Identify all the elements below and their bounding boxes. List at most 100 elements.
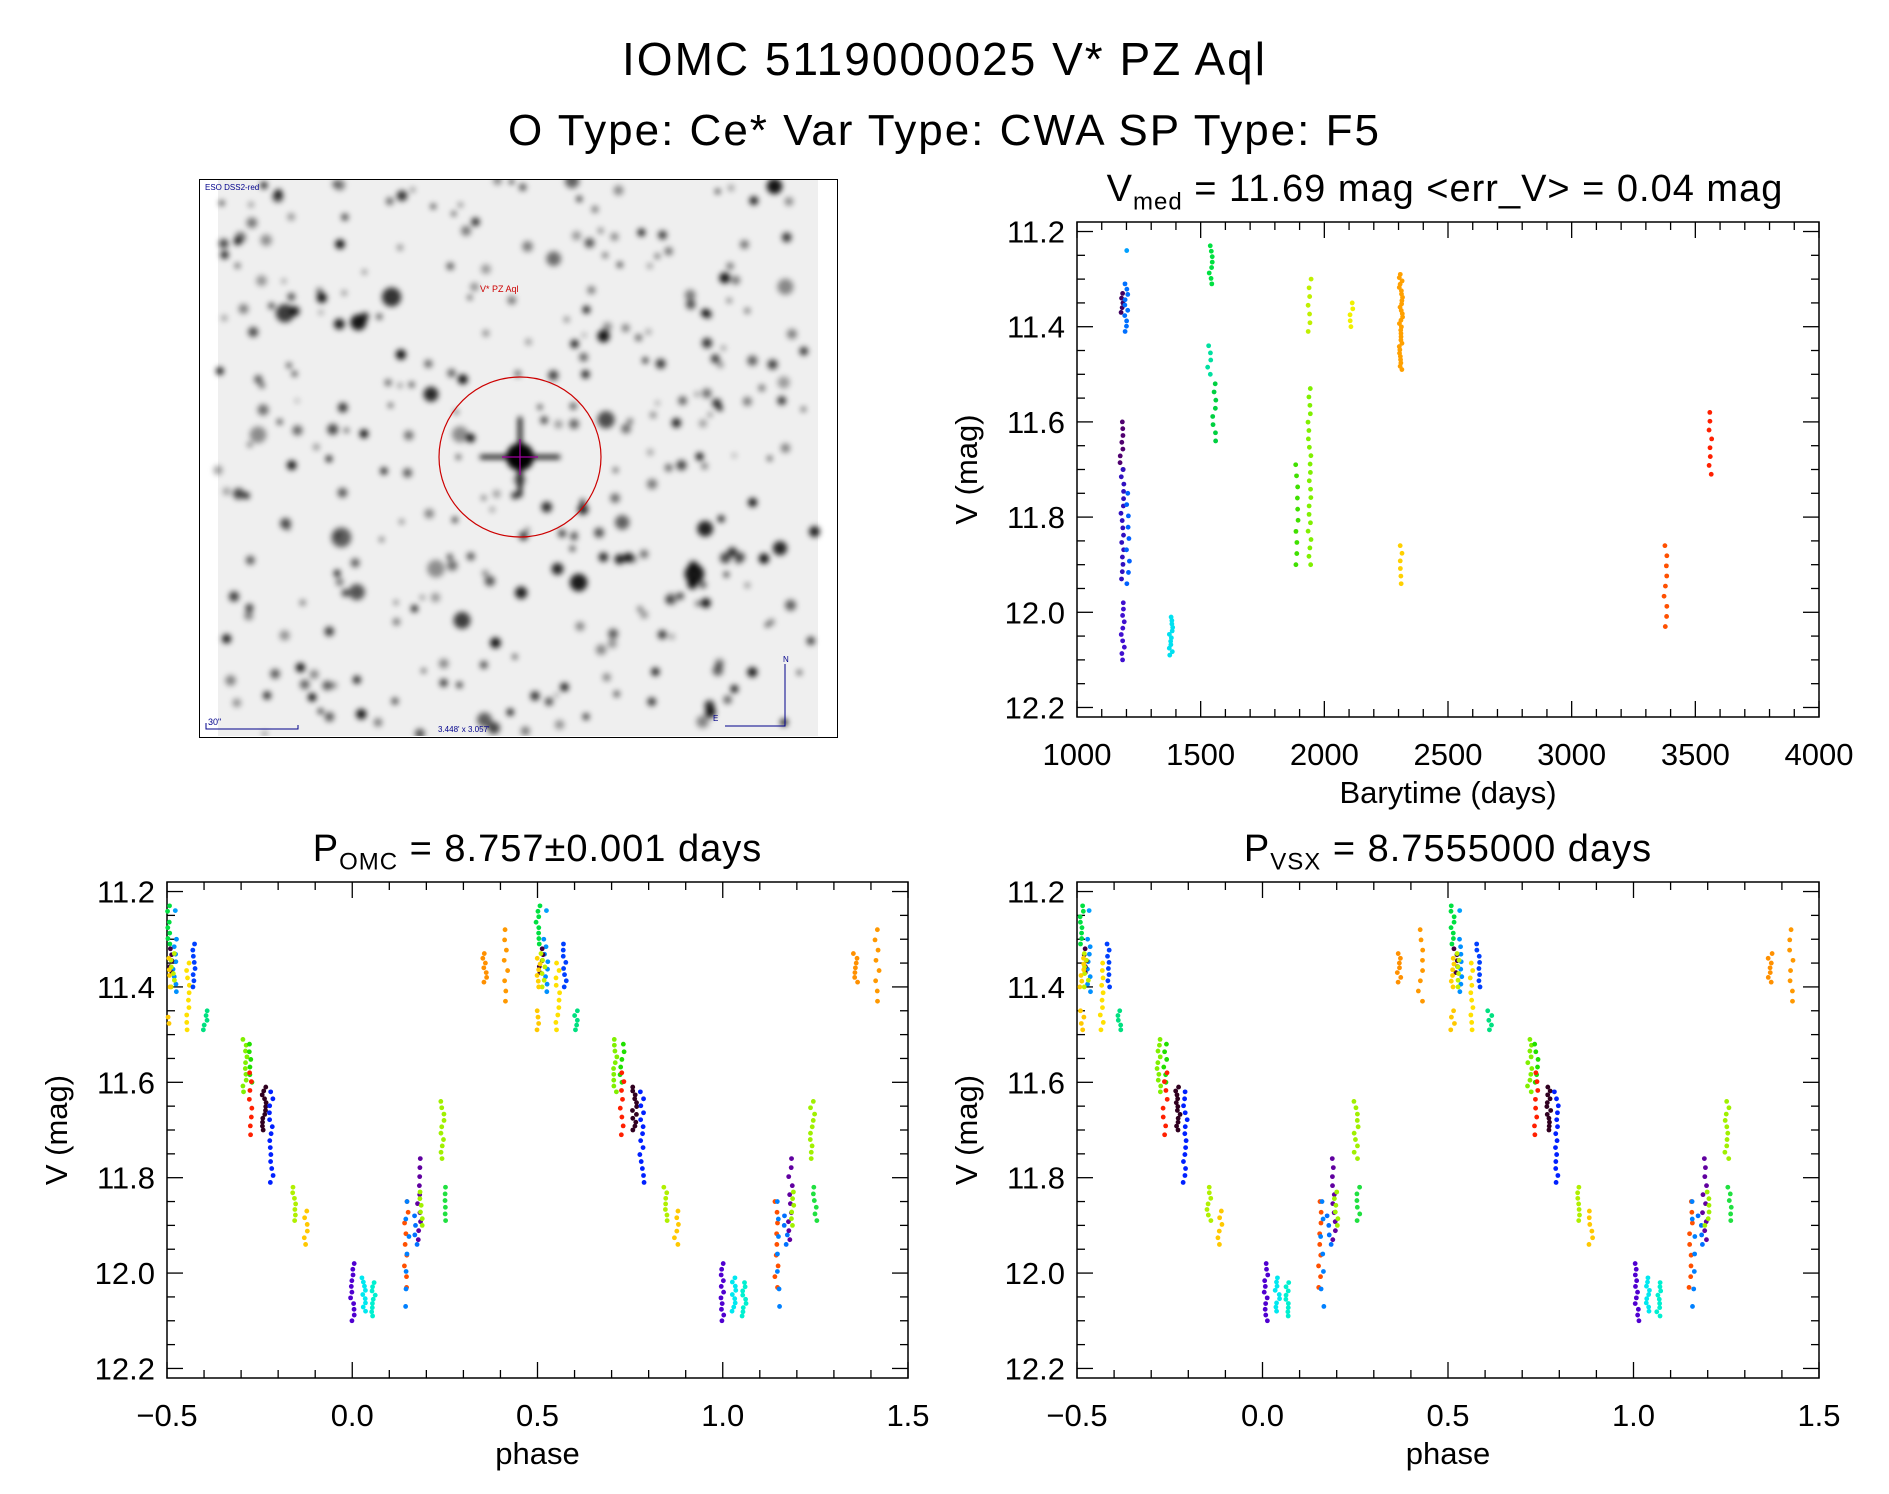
- data-point: [1698, 1222, 1704, 1228]
- data-point: [1790, 988, 1795, 994]
- data-point: [1121, 532, 1126, 538]
- star: [457, 374, 468, 385]
- data-point: [1176, 1084, 1181, 1090]
- data-point: [1708, 471, 1714, 477]
- data-point: [1121, 488, 1126, 494]
- y-tick-label: 12.2: [1005, 690, 1065, 725]
- data-point: [1692, 1251, 1698, 1257]
- data-point: [1085, 977, 1091, 983]
- data-point: [562, 972, 567, 978]
- data-point: [1081, 951, 1087, 956]
- data-point: [293, 1201, 299, 1207]
- x-tick-label: 1.5: [886, 1398, 929, 1433]
- data-point: [1657, 1305, 1663, 1311]
- data-point: [349, 1318, 355, 1324]
- star: [727, 547, 738, 557]
- data-point: [1553, 1145, 1558, 1151]
- data-point: [1122, 329, 1128, 334]
- data-point: [1174, 1108, 1180, 1113]
- data-point: [1124, 502, 1130, 508]
- data-point: [172, 908, 178, 914]
- x-tick-label: 2500: [1414, 737, 1483, 772]
- data-point: [1206, 270, 1212, 276]
- star: [780, 443, 791, 453]
- data-point: [1330, 1237, 1336, 1243]
- data-point: [1699, 1232, 1705, 1238]
- data-point: [1707, 445, 1713, 451]
- star: [525, 338, 532, 346]
- data-point: [556, 997, 562, 1003]
- star: [335, 239, 345, 250]
- data-point: [1087, 974, 1093, 980]
- data-point: [267, 1110, 272, 1116]
- data-point: [560, 947, 566, 953]
- data-point: [787, 1192, 793, 1198]
- data-point: [1120, 613, 1125, 618]
- data-point: [1262, 1278, 1268, 1284]
- star: [359, 429, 369, 439]
- data-point: [1420, 968, 1425, 973]
- star: [337, 402, 348, 413]
- star: [307, 693, 317, 702]
- data-point: [184, 1012, 190, 1018]
- data-point: [1700, 1210, 1705, 1216]
- star: [612, 467, 619, 473]
- data-point: [790, 1196, 795, 1202]
- data-point: [1633, 1284, 1638, 1289]
- data-point: [191, 959, 197, 965]
- data-point: [269, 1166, 275, 1171]
- star: [809, 526, 820, 538]
- data-point: [1209, 265, 1215, 270]
- data-point: [1106, 947, 1112, 953]
- data-point: [774, 1209, 780, 1215]
- data-point: [630, 1127, 636, 1133]
- star: [621, 423, 631, 434]
- data-point: [1217, 1215, 1223, 1221]
- data-point: [184, 968, 190, 973]
- star: [520, 726, 530, 736]
- data-point: [808, 1105, 813, 1111]
- star: [276, 419, 283, 425]
- data-point: [1355, 1111, 1360, 1117]
- data-point: [719, 1266, 725, 1272]
- star: [715, 188, 721, 194]
- data-point: [787, 1237, 793, 1243]
- data-point: [419, 1222, 425, 1228]
- data-point: [791, 1189, 796, 1195]
- data-point: [304, 1228, 310, 1234]
- data-point: [1459, 974, 1465, 980]
- data-point: [1702, 1228, 1708, 1234]
- data-point: [1115, 1013, 1121, 1018]
- data-point: [165, 936, 171, 941]
- data-point: [1124, 323, 1129, 329]
- data-point: [1469, 982, 1475, 988]
- data-point: [260, 1119, 265, 1125]
- star: [613, 690, 620, 698]
- data-point: [719, 1306, 724, 1312]
- data-point: [853, 965, 858, 971]
- data-point: [1100, 960, 1106, 966]
- data-point: [1354, 1218, 1360, 1224]
- data-point: [263, 1100, 269, 1106]
- star: [800, 406, 806, 412]
- star: [616, 261, 623, 268]
- data-point: [1119, 651, 1125, 656]
- data-point: [640, 1145, 646, 1151]
- star: [384, 379, 392, 387]
- data-point: [503, 988, 509, 994]
- data-point: [611, 1071, 617, 1077]
- star: [696, 715, 709, 728]
- data-point: [775, 1263, 781, 1269]
- data-point: [1125, 490, 1131, 496]
- target-circle: [438, 376, 602, 538]
- y-tick-label: 12.0: [1005, 1256, 1065, 1291]
- data-point: [544, 908, 549, 914]
- data-point: [402, 1242, 408, 1247]
- star: [710, 354, 720, 364]
- data-point: [360, 1304, 366, 1310]
- star: [610, 493, 620, 503]
- data-point: [854, 955, 860, 961]
- data-point: [1295, 517, 1301, 523]
- star: [799, 346, 809, 356]
- data-point: [1709, 436, 1715, 442]
